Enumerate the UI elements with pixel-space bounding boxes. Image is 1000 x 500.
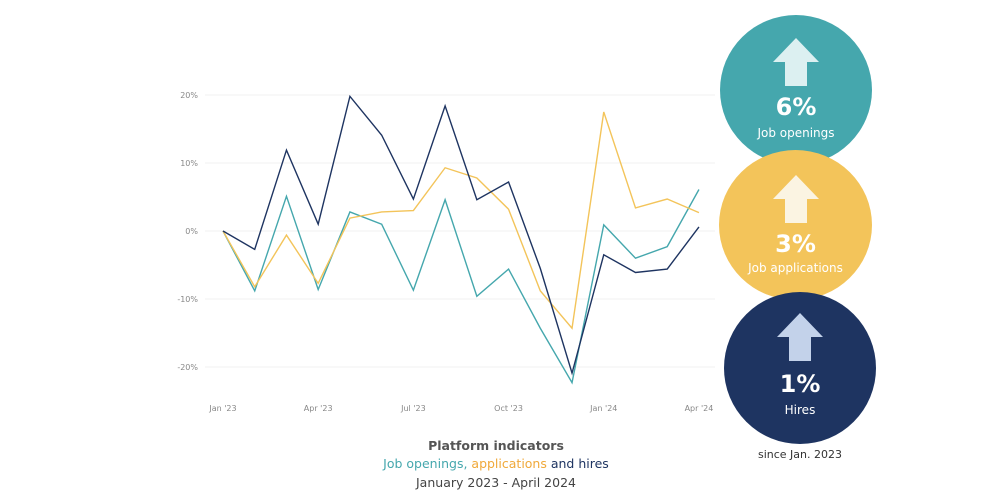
x-tick-label: Apr '23: [304, 404, 333, 413]
y-tick-label: -10%: [177, 295, 198, 304]
series-line-hires: [222, 94, 700, 376]
job-applications-bubble: 3% Job applications: [719, 150, 872, 300]
legend-applications: applications: [471, 456, 547, 471]
series-line-job-openings: [222, 189, 700, 385]
legend-hires: and hires: [546, 456, 609, 471]
job-openings-bubble: 6% Job openings: [720, 15, 872, 165]
since-note: since Jan. 2023: [757, 448, 842, 461]
job-openings-label: Job openings: [757, 126, 835, 140]
x-tick-label: Apr '24: [685, 404, 714, 413]
x-tick-label: Jan '24: [589, 404, 617, 413]
hires-pct: 1%: [779, 370, 821, 398]
arrow-up-icon: [777, 313, 823, 361]
x-tick-label: Oct '23: [494, 404, 523, 413]
x-tick-label: Jul '23: [400, 404, 426, 413]
y-tick-label: -20%: [177, 363, 198, 372]
hires-bubble: 1% Hires: [724, 292, 876, 444]
job-openings-pct: 6%: [775, 93, 817, 121]
date-range: January 2023 - April 2024: [416, 475, 576, 490]
y-tick-label: 0%: [185, 227, 198, 236]
job-applications-pct: 3%: [775, 230, 816, 258]
arrow-up-icon: [773, 38, 819, 86]
chart-title: Platform indicators: [428, 438, 564, 453]
job-applications-label: Job applications: [748, 261, 843, 275]
arrow-up-icon: [772, 175, 819, 223]
y-tick-label: 20%: [180, 91, 198, 100]
series-line-job-applications: [222, 111, 700, 330]
x-tick-label: Jan '23: [208, 404, 236, 413]
hires-label: Hires: [784, 403, 816, 417]
y-tick-label: 10%: [180, 159, 198, 168]
chart-subtitle: Job openings, applications and hires: [346, 456, 646, 471]
legend-sep: ,: [463, 456, 472, 471]
legend-openings: Job openings: [383, 456, 464, 471]
